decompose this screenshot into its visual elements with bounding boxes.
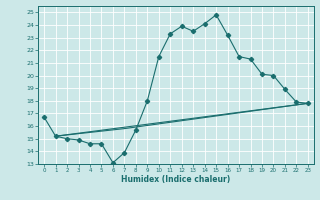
X-axis label: Humidex (Indice chaleur): Humidex (Indice chaleur) <box>121 175 231 184</box>
